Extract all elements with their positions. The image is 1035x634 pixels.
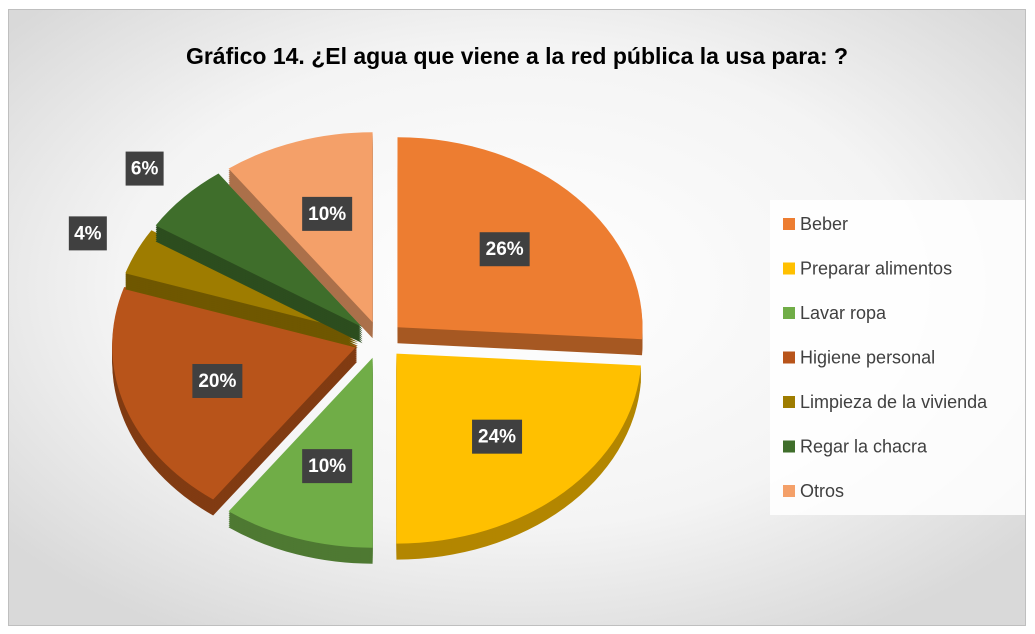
legend-background (770, 200, 1025, 515)
legend-label: Higiene personal (800, 347, 935, 367)
legend-swatch (783, 218, 795, 230)
legend-swatch (783, 440, 795, 453)
slice (155, 173, 363, 344)
data-label-box (472, 419, 523, 454)
data-label: 4% (74, 223, 102, 244)
data-label: 6% (131, 159, 159, 180)
legend-swatch (783, 485, 795, 497)
legend-label: Lavar ropa (800, 303, 887, 323)
legend-label: Otros (800, 481, 844, 501)
data-label: 10% (308, 456, 346, 477)
slice-top (228, 357, 373, 548)
data-label-box (479, 232, 530, 267)
data-label-box (192, 363, 243, 398)
legend-label: Beber (800, 214, 848, 234)
legend-swatch (783, 351, 795, 364)
data-label-box (302, 449, 353, 484)
legend-swatch (783, 262, 795, 275)
slice-top (228, 132, 373, 323)
legend-label: Preparar alimentos (800, 258, 952, 278)
legend-label: Limpieza de la vivienda (800, 392, 988, 412)
slice (228, 132, 373, 339)
data-label: 24% (478, 427, 516, 448)
legend-swatch (783, 307, 795, 319)
slice (228, 357, 373, 564)
data-label: 26% (486, 239, 524, 260)
chart-title: Gráfico 14. ¿El agua que viene a la red … (186, 43, 848, 69)
data-label: 20% (198, 371, 236, 392)
data-label-box (125, 151, 164, 186)
legend-swatch (783, 396, 795, 408)
slice-top (155, 173, 363, 328)
data-label-box (68, 216, 107, 251)
data-label: 10% (308, 204, 346, 225)
legend-label: Regar la chacra (800, 436, 928, 456)
data-label-box (302, 196, 353, 231)
